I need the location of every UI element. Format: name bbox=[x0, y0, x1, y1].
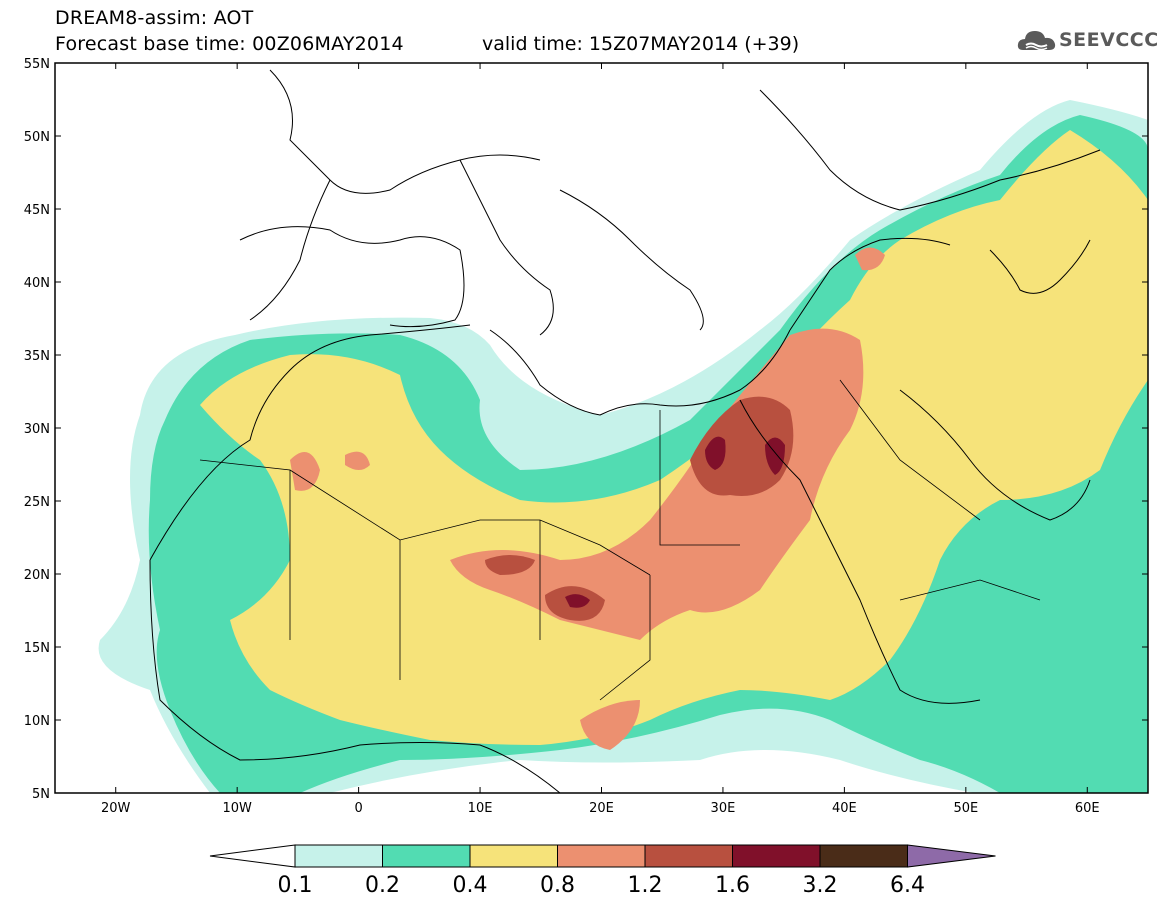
colorbar-box bbox=[469, 844, 558, 868]
colorbar-label: 1.2 bbox=[628, 873, 663, 898]
colorbar-label: 0.1 bbox=[278, 873, 313, 898]
colorbar-box bbox=[644, 844, 733, 868]
longitude-labels: 20W 10W 0 10E 20E 30E 40E 50E 60E bbox=[101, 63, 1100, 816]
latitude-labels: 55N 50N 45N 40N 35N 30N 25N 20N 15N 10N 5N bbox=[24, 57, 1148, 802]
colorbar-label: 1.6 bbox=[715, 873, 750, 898]
lon-label: 20W bbox=[101, 801, 131, 816]
lon-label: 30E bbox=[711, 801, 736, 816]
lon-label: 10E bbox=[468, 801, 493, 816]
lat-label: 5N bbox=[32, 787, 50, 802]
colorbar-box bbox=[294, 844, 383, 868]
cloud-icon bbox=[1017, 31, 1056, 51]
lon-label: 10W bbox=[222, 801, 252, 816]
borders bbox=[199, 379, 1041, 701]
colorbar-box bbox=[382, 844, 471, 868]
valid-time: valid time: 15Z07MAY2014 (+39) bbox=[482, 33, 800, 55]
lat-label: 20N bbox=[24, 568, 50, 583]
colorbar-box bbox=[819, 844, 908, 868]
map-title: DREAM8-assim: AOT bbox=[55, 7, 254, 29]
lat-label: 35N bbox=[24, 349, 50, 364]
aot-map: 55N 50N 45N 40N 35N 30N 25N 20N 15N 10N 5N 20W 10W 0… bbox=[24, 57, 1149, 816]
lon-label: 60E bbox=[1075, 801, 1100, 816]
lat-label: 40N bbox=[24, 276, 50, 291]
lat-label: 50N bbox=[24, 130, 50, 145]
coastlines bbox=[149, 69, 1101, 793]
colorbar-labels: 0.1 0.2 0.4 0.8 1.2 1.6 3.2 6.4 bbox=[278, 873, 926, 898]
colorbar-label: 0.2 bbox=[365, 873, 400, 898]
aot-band-1.2-b bbox=[485, 555, 535, 575]
aot-band-1.2 bbox=[690, 396, 794, 496]
colorbar-boxes bbox=[209, 844, 996, 868]
lat-label: 10N bbox=[24, 714, 50, 729]
lon-label: 40E bbox=[832, 801, 857, 816]
logo-text: SEEVCCC bbox=[1059, 29, 1159, 51]
lon-label: 50E bbox=[953, 801, 978, 816]
aot-field bbox=[98, 69, 1148, 793]
lat-label: 25N bbox=[24, 495, 50, 510]
forecast-base-time: Forecast base time: 00Z06MAY2014 bbox=[55, 33, 404, 55]
colorbar-box bbox=[732, 844, 821, 868]
aot-band-0.8-b bbox=[580, 700, 640, 750]
colorbar-min-arrow bbox=[209, 844, 296, 868]
seevccc-logo: SEEVCCC bbox=[1017, 26, 1159, 56]
colorbar-max-arrow bbox=[907, 844, 996, 868]
colorbar-label: 0.4 bbox=[453, 873, 488, 898]
aot-band-1.6 bbox=[705, 436, 726, 470]
aot-band-0.8-d bbox=[345, 451, 370, 470]
lat-label: 55N bbox=[24, 57, 50, 72]
lat-label: 15N bbox=[24, 641, 50, 656]
lon-label: 20E bbox=[589, 801, 614, 816]
aot-band-0.8-c bbox=[290, 452, 320, 491]
colorbar-label: 3.2 bbox=[803, 873, 838, 898]
colorbar-label: 0.8 bbox=[540, 873, 575, 898]
aot-band-0.8-e bbox=[855, 247, 885, 271]
lat-label: 45N bbox=[24, 203, 50, 218]
colorbar-label: 6.4 bbox=[890, 873, 925, 898]
lon-label: 0 bbox=[354, 801, 362, 816]
aot-band-0.4 bbox=[200, 130, 1148, 745]
aot-band-1.6-c bbox=[565, 594, 590, 608]
lat-label: 30N bbox=[24, 422, 50, 437]
colorbar-box bbox=[557, 844, 646, 868]
